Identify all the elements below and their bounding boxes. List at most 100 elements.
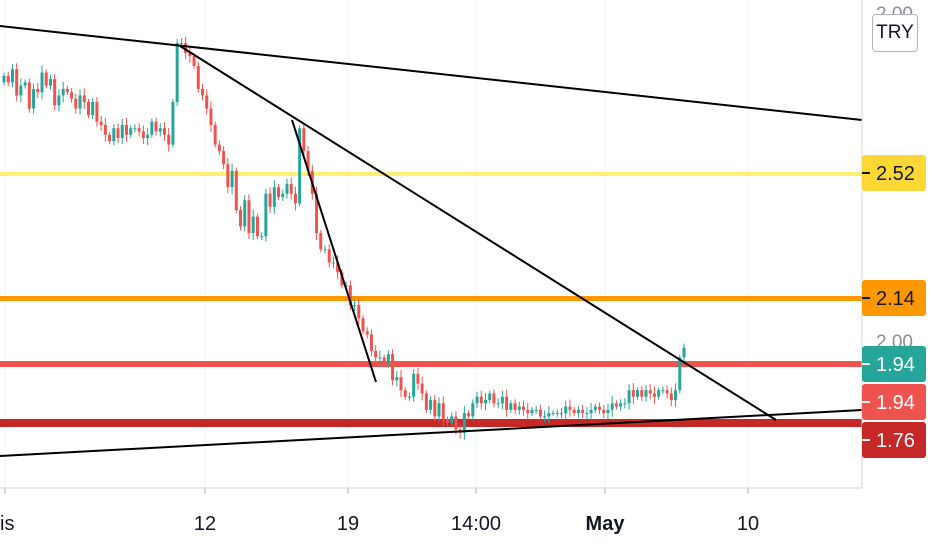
candle-body bbox=[23, 82, 27, 86]
candles bbox=[2, 37, 686, 440]
candle-body bbox=[133, 128, 137, 130]
candle-body bbox=[209, 108, 213, 125]
candle-body bbox=[623, 403, 627, 405]
candle-body bbox=[32, 88, 36, 109]
trendlines bbox=[0, 25, 863, 457]
candle-body bbox=[289, 183, 293, 194]
x-tick-label: lis bbox=[0, 513, 14, 535]
candle-body bbox=[230, 170, 234, 188]
price-label-text: 1.94 bbox=[876, 392, 915, 414]
candle-body bbox=[255, 216, 259, 237]
candle-body bbox=[614, 403, 618, 407]
x-tick-label: 19 bbox=[337, 513, 359, 535]
candle-body bbox=[534, 409, 538, 411]
candle-body bbox=[103, 124, 107, 135]
x-tick-label: May bbox=[586, 513, 626, 535]
candle-body bbox=[348, 285, 352, 306]
candle-body bbox=[509, 403, 513, 410]
candle-body bbox=[293, 193, 297, 204]
candle-body bbox=[657, 390, 661, 397]
candle-body bbox=[53, 79, 57, 106]
candle-body bbox=[213, 124, 217, 145]
candle-body bbox=[315, 193, 319, 233]
candle-body bbox=[323, 249, 327, 251]
candle-body bbox=[205, 95, 209, 109]
candle-body bbox=[581, 409, 585, 414]
candle-body bbox=[475, 396, 479, 404]
candle-body bbox=[407, 396, 411, 398]
candle-body bbox=[82, 95, 86, 102]
candle-body bbox=[564, 406, 568, 414]
candle-body bbox=[302, 128, 306, 152]
candle-body bbox=[619, 403, 623, 407]
candle-body bbox=[589, 409, 593, 414]
candle-body bbox=[19, 85, 23, 96]
candle-body bbox=[483, 400, 487, 404]
trendline bbox=[0, 409, 863, 457]
candle-body bbox=[500, 396, 504, 404]
candle-body bbox=[488, 393, 492, 401]
candle-body bbox=[547, 413, 551, 417]
candle-body bbox=[648, 390, 652, 394]
candle-body bbox=[306, 151, 310, 171]
candle-body bbox=[517, 406, 521, 410]
candle-body bbox=[560, 413, 564, 415]
candle-body bbox=[86, 102, 90, 116]
candle-body bbox=[61, 88, 65, 96]
candle-body bbox=[416, 373, 420, 384]
price-labels: 2.52 2.14 1.94 1.94 1.76 bbox=[862, 155, 926, 458]
candle-body bbox=[526, 409, 530, 414]
candle-body bbox=[95, 102, 99, 122]
candle-body bbox=[391, 354, 395, 381]
candle-body bbox=[543, 416, 547, 418]
currency-badge[interactable]: TRY bbox=[872, 14, 918, 52]
candle-body bbox=[640, 390, 644, 397]
candle-body bbox=[167, 134, 171, 145]
candle-body bbox=[602, 409, 606, 414]
trendline bbox=[0, 25, 863, 121]
price-label-bg bbox=[862, 422, 926, 458]
candle-body bbox=[44, 72, 48, 86]
candle-body bbox=[386, 354, 390, 364]
candle-body bbox=[636, 390, 640, 397]
candle-body bbox=[108, 134, 112, 142]
candle-body bbox=[471, 403, 475, 417]
candle-body bbox=[154, 121, 158, 132]
candle-body bbox=[669, 393, 673, 401]
candle-body bbox=[598, 406, 602, 410]
candle-body bbox=[505, 396, 509, 410]
candle-body bbox=[479, 396, 483, 404]
candle-body bbox=[48, 79, 52, 86]
candle-body bbox=[124, 124, 128, 135]
x-tick-label: 14:00 bbox=[451, 513, 501, 535]
candle-body bbox=[530, 409, 534, 414]
candle-body bbox=[298, 128, 302, 204]
candle-body bbox=[433, 400, 437, 417]
candle-body bbox=[412, 373, 416, 397]
price-label-bg bbox=[862, 155, 926, 191]
candle-body bbox=[551, 413, 555, 415]
candle-body bbox=[116, 128, 120, 139]
candle-body bbox=[403, 390, 407, 397]
candle-body bbox=[179, 43, 183, 45]
candle-body bbox=[513, 403, 517, 410]
candle-body bbox=[27, 82, 31, 109]
candle-body bbox=[437, 403, 441, 417]
candle-body bbox=[357, 305, 361, 319]
price-label-bg bbox=[862, 384, 926, 420]
candle-body bbox=[454, 416, 458, 430]
candle-body bbox=[496, 403, 500, 405]
candle-body bbox=[365, 331, 369, 335]
candle-body bbox=[369, 334, 373, 351]
candle-body bbox=[2, 75, 6, 83]
candle-body bbox=[285, 183, 289, 194]
candle-body bbox=[361, 318, 365, 332]
candle-body bbox=[420, 383, 424, 394]
horizontal-levels bbox=[0, 172, 862, 427]
candle-body bbox=[441, 403, 445, 420]
candle-body bbox=[462, 413, 466, 433]
candle-body bbox=[99, 121, 103, 125]
candle-body bbox=[652, 393, 656, 397]
